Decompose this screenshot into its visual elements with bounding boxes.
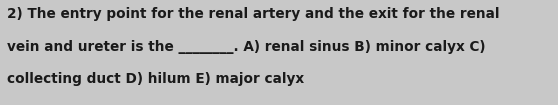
Text: collecting duct D) hilum E) major calyx: collecting duct D) hilum E) major calyx: [7, 72, 304, 86]
Text: 2) The entry point for the renal artery and the exit for the renal: 2) The entry point for the renal artery …: [7, 7, 499, 21]
Text: vein and ureter is the ________. A) renal sinus B) minor calyx C): vein and ureter is the ________. A) rena…: [7, 40, 485, 54]
